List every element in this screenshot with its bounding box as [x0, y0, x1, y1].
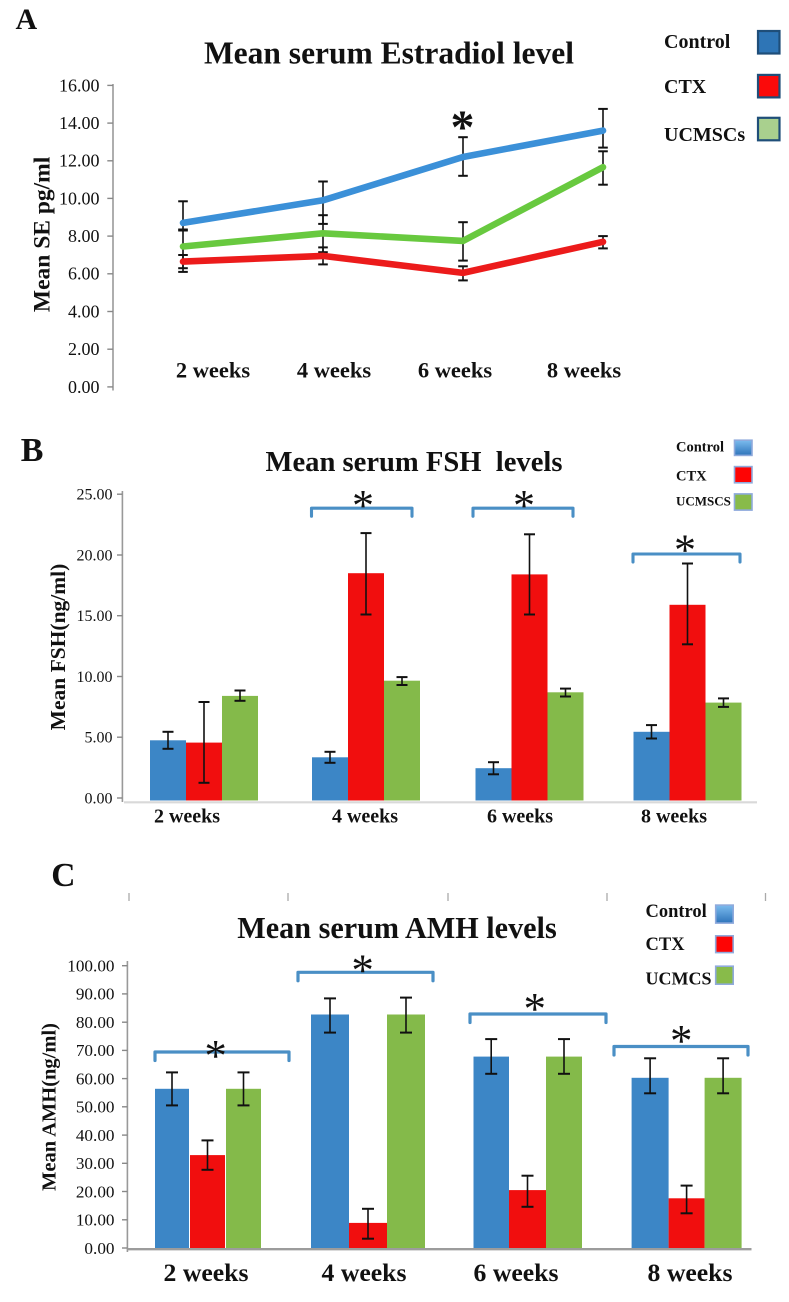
svg-text:2 weeks: 2 weeks: [164, 1258, 249, 1287]
svg-text:15.00: 15.00: [77, 608, 113, 625]
svg-text:60.00: 60.00: [76, 1069, 115, 1088]
svg-text:8 weeks: 8 weeks: [648, 1258, 733, 1287]
svg-text:Mean SE pg/ml: Mean SE pg/ml: [29, 156, 55, 312]
svg-text:B: B: [21, 432, 44, 469]
svg-text:0.00: 0.00: [68, 377, 100, 397]
svg-text:4 weeks: 4 weeks: [332, 806, 398, 828]
svg-text:50.00: 50.00: [76, 1098, 115, 1117]
svg-text:2 weeks: 2 weeks: [154, 806, 220, 828]
svg-text:UCMCS: UCMCS: [646, 969, 712, 989]
svg-text:10.00: 10.00: [77, 669, 113, 686]
svg-text:20.00: 20.00: [77, 547, 113, 564]
svg-text:Control: Control: [646, 902, 707, 922]
svg-text:8 weeks: 8 weeks: [641, 806, 707, 828]
svg-text:*: *: [351, 946, 374, 996]
svg-text:10.00: 10.00: [59, 188, 100, 208]
svg-text:10.00: 10.00: [76, 1211, 115, 1230]
svg-text:2 weeks: 2 weeks: [176, 358, 251, 383]
svg-text:6 weeks: 6 weeks: [474, 1258, 559, 1287]
svg-text:40.00: 40.00: [76, 1126, 115, 1145]
svg-text:6.00: 6.00: [68, 264, 100, 284]
svg-text:Mean serum AMH levels: Mean serum AMH levels: [237, 911, 557, 945]
svg-text:90.00: 90.00: [76, 985, 115, 1004]
svg-text:12.00: 12.00: [59, 151, 100, 171]
svg-text:0.00: 0.00: [85, 790, 113, 807]
svg-text:70.00: 70.00: [76, 1041, 115, 1060]
svg-text:6 weeks: 6 weeks: [418, 358, 493, 383]
svg-text:A: A: [16, 3, 38, 36]
svg-text:100.00: 100.00: [67, 957, 114, 976]
svg-text:80.00: 80.00: [76, 1013, 115, 1032]
svg-text:Control: Control: [676, 440, 724, 456]
svg-text:*: *: [674, 526, 696, 575]
svg-text:*: *: [451, 101, 475, 154]
svg-text:*: *: [513, 481, 535, 530]
svg-text:UCMSCs: UCMSCs: [664, 124, 745, 146]
svg-text:4 weeks: 4 weeks: [297, 358, 372, 383]
svg-text:CTX: CTX: [664, 76, 707, 98]
svg-text:5.00: 5.00: [85, 730, 113, 747]
svg-text:*: *: [204, 1031, 227, 1081]
svg-text:C: C: [51, 857, 75, 894]
svg-text:8.00: 8.00: [68, 226, 100, 246]
svg-text:Mean FSH(ng/ml): Mean FSH(ng/ml): [46, 564, 70, 731]
svg-text:20.00: 20.00: [76, 1182, 115, 1201]
svg-text:16.00: 16.00: [59, 75, 100, 95]
svg-text:14.00: 14.00: [59, 113, 100, 133]
svg-text:6 weeks: 6 weeks: [487, 806, 553, 828]
svg-text:Control: Control: [664, 31, 731, 53]
svg-text:Mean serum FSH levels: Mean serum FSH levels: [265, 447, 562, 478]
svg-text:Mean serum Estradiol level: Mean serum Estradiol level: [204, 36, 574, 71]
svg-text:*: *: [670, 1016, 693, 1066]
svg-text:0.00: 0.00: [84, 1239, 114, 1258]
svg-text:CTX: CTX: [676, 468, 707, 484]
svg-text:30.00: 30.00: [76, 1154, 115, 1173]
svg-text:2.00: 2.00: [68, 339, 100, 359]
svg-text:8 weeks: 8 weeks: [547, 358, 622, 383]
svg-text:UCMSCS: UCMSCS: [676, 494, 731, 509]
svg-text:CTX: CTX: [646, 935, 686, 955]
svg-text:*: *: [524, 984, 547, 1034]
svg-text:25.00: 25.00: [77, 487, 113, 504]
svg-text:4.00: 4.00: [68, 301, 100, 321]
svg-text:4 weeks: 4 weeks: [322, 1258, 407, 1287]
svg-text:*: *: [352, 481, 374, 530]
svg-text:Mean AMH(ng/ml): Mean AMH(ng/ml): [39, 1023, 61, 1191]
